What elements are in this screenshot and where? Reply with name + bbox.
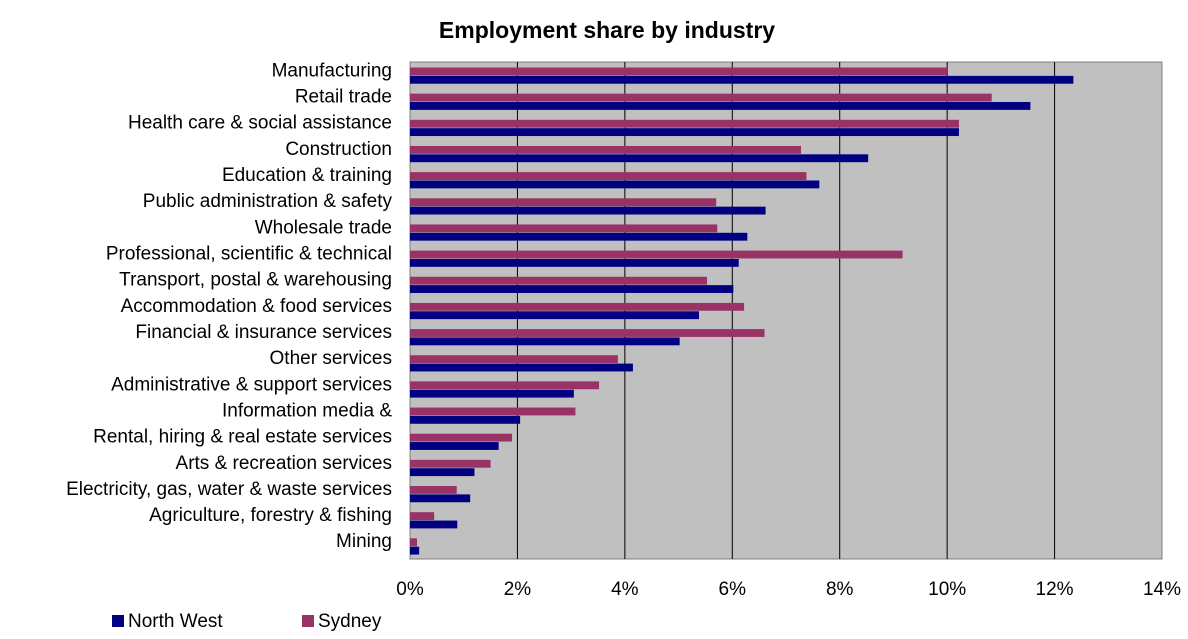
gridlines: [516, 62, 1056, 559]
bar-sydney: [410, 93, 992, 102]
chart-title: Employment share by industry: [439, 17, 775, 43]
category-label: Information media &: [222, 400, 392, 421]
bar-north-west: [410, 128, 959, 137]
category-label: Transport, postal & warehousing: [119, 270, 392, 291]
bar-north-west: [410, 389, 574, 398]
bar-north-west: [410, 206, 766, 215]
bar-sydney: [410, 172, 807, 180]
legend-label: Sydney: [318, 611, 382, 632]
category-label: Accommodation & food services: [121, 296, 392, 317]
legend-label: North West: [128, 611, 223, 632]
bar-north-west: [410, 232, 748, 241]
bar-sydney: [410, 355, 618, 364]
category-labels: Manufacturing Retail trade Health care & s…: [66, 60, 392, 552]
bar-north-west: [410, 154, 869, 163]
category-label: Public administration & safety: [143, 191, 393, 212]
category-label: Mining: [336, 531, 392, 552]
bar-north-west: [410, 415, 521, 424]
bar-sydney: [410, 224, 718, 233]
x-tick-label: 12%: [1036, 579, 1074, 600]
bar-sydney: [410, 302, 745, 311]
category-label: Wholesale trade: [255, 217, 392, 238]
bar-sydney: [410, 276, 708, 285]
x-tick-label: 8%: [826, 579, 854, 600]
bar-north-west: [410, 102, 1031, 110]
category-label: Construction: [285, 139, 392, 160]
bar-north-west: [410, 311, 699, 320]
category-label: Manufacturing: [272, 60, 392, 81]
x-axis-ticks: 0% 2% 4% 6% 8% 10% 12% 14%: [396, 579, 1181, 600]
bar-north-west: [410, 258, 739, 267]
bar-sydney: [410, 459, 491, 468]
bar-sydney: [410, 145, 802, 154]
x-tick-label: 6%: [719, 579, 747, 600]
category-label: Education & training: [222, 165, 392, 186]
category-label: Retail trade: [295, 87, 392, 108]
category-label: Financial & insurance services: [135, 322, 392, 343]
bar-north-west: [410, 363, 633, 372]
category-label: Agriculture, forestry & fishing: [149, 505, 392, 526]
category-label: Administrative & support services: [111, 374, 392, 395]
bar-sydney: [410, 381, 600, 390]
bar-north-west: [410, 442, 499, 450]
bar-sydney: [410, 486, 457, 494]
bar-sydney: [410, 407, 576, 416]
bars: [410, 67, 1074, 555]
bar-north-west: [410, 337, 680, 346]
x-tick-label: 14%: [1143, 579, 1181, 600]
bar-north-west: [410, 468, 475, 477]
bar-sydney: [410, 250, 903, 259]
bar-sydney: [410, 512, 435, 521]
category-label: Other services: [270, 348, 392, 369]
bar-sydney: [410, 538, 417, 547]
category-label: Rental, hiring & real estate services: [93, 427, 392, 448]
x-tick-label: 0%: [396, 579, 424, 600]
bar-sydney: [410, 329, 765, 337]
bar-sydney: [410, 67, 948, 76]
legend: North West Sydney: [112, 611, 382, 632]
category-label: Professional, scientific & technical: [106, 243, 392, 264]
x-tick-label: 10%: [928, 579, 966, 600]
bar-sydney: [410, 433, 513, 442]
x-tick-label: 2%: [504, 579, 532, 600]
category-label: Arts & recreation services: [176, 453, 392, 474]
category-label: Electricity, gas, water & waste services: [66, 479, 392, 500]
bar-north-west: [410, 75, 1074, 84]
bar-north-west: [410, 520, 458, 529]
bar-north-west: [410, 494, 471, 503]
bar-north-west: [410, 546, 420, 555]
category-label: Health care & social assistance: [128, 113, 392, 134]
legend-swatch: [302, 615, 314, 627]
x-tick-label: 4%: [611, 579, 639, 600]
bar-sydney: [410, 198, 717, 207]
bar-north-west: [410, 285, 734, 293]
bar-sydney: [410, 119, 959, 128]
legend-swatch: [112, 615, 124, 627]
bar-north-west: [410, 180, 820, 189]
